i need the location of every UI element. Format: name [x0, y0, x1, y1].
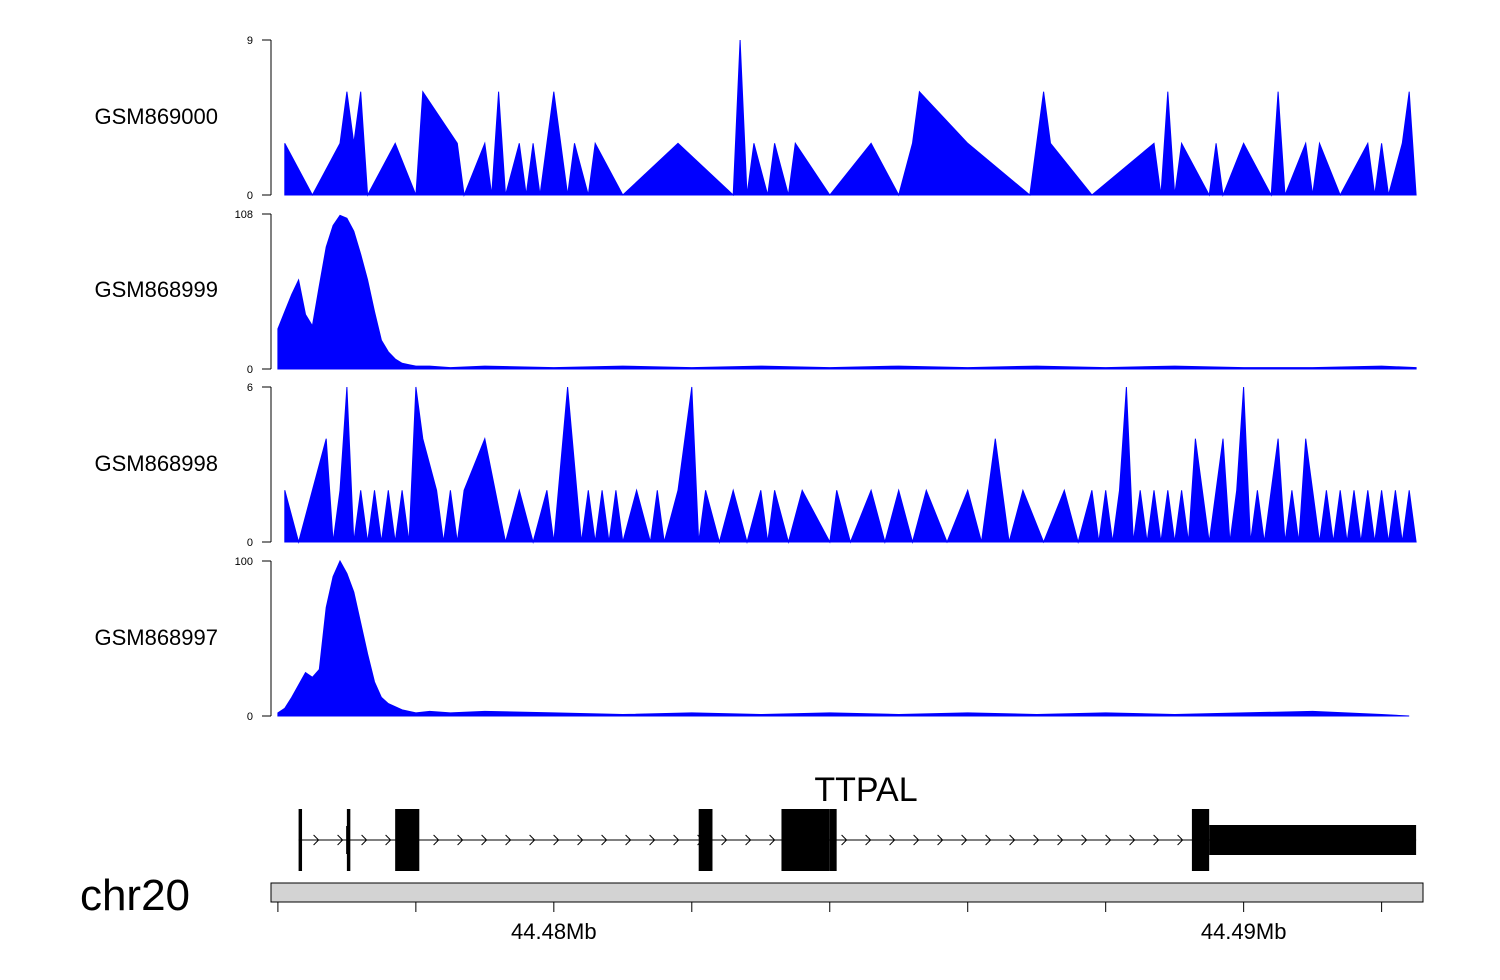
strand-arrow — [673, 834, 680, 846]
chromosome-axis: chr20 44.48Mb 44.49Mb — [80, 871, 1424, 944]
gene-exon — [829, 809, 837, 871]
strand-arrow — [505, 834, 512, 846]
strand-arrow — [553, 834, 560, 846]
strand-arrow — [529, 834, 536, 846]
y-tick-label-max: 9 — [247, 35, 253, 47]
gene-exon — [298, 809, 303, 871]
strand-arrow — [361, 834, 368, 846]
strand-arrow — [313, 834, 320, 846]
strand-arrow — [1033, 834, 1040, 846]
y-tick-label-min: 0 — [247, 711, 253, 723]
strand-arrow — [337, 834, 344, 846]
gene-model-track: TTPAL — [298, 771, 1417, 871]
strand-arrow — [1105, 834, 1112, 846]
strand-arrow — [1177, 834, 1184, 846]
strand-arrow — [601, 834, 608, 846]
y-tick-label-max: 6 — [247, 382, 253, 394]
gene-exon — [698, 809, 713, 871]
y-tick-label-max: 108 — [235, 209, 253, 221]
strand-arrow — [985, 834, 992, 846]
track-gsm869000: GSM869000 9 0 — [94, 35, 1417, 202]
gene-exon — [781, 809, 830, 871]
track-gsm868999: GSM868999 108 0 — [94, 209, 1417, 376]
gene-exon — [395, 809, 420, 871]
y-tick-label-min: 0 — [247, 364, 253, 376]
chromosome-bar — [270, 882, 1424, 903]
track-label-gsm868998: GSM868998 — [94, 451, 218, 476]
gene-exon — [346, 809, 351, 871]
strand-arrow — [841, 834, 848, 846]
gene-name-label: TTPAL — [814, 771, 917, 809]
strand-arrow — [577, 834, 584, 846]
strand-arrow — [1129, 834, 1136, 846]
signal-area-gsm868998 — [284, 386, 1417, 544]
track-label-gsm869000: GSM869000 — [94, 104, 218, 129]
strand-arrow — [625, 834, 632, 846]
strand-arrow — [481, 834, 488, 846]
y-tick-label-max: 100 — [235, 556, 253, 568]
signal-area-gsm868997 — [277, 559, 1410, 717]
strand-arrow — [1009, 834, 1016, 846]
chromosome-label: chr20 — [80, 871, 190, 920]
strand-arrow — [385, 834, 392, 846]
strand-arrow — [721, 834, 728, 846]
strand-arrow — [1153, 834, 1160, 846]
strand-arrow — [1081, 834, 1088, 846]
strand-arrow — [865, 834, 872, 846]
gene-exon — [1191, 809, 1210, 871]
strand-arrow — [889, 834, 896, 846]
strand-arrow — [913, 834, 920, 846]
track-label-gsm868999: GSM868999 — [94, 277, 218, 302]
strand-arrow — [1057, 834, 1064, 846]
track-gsm868998: GSM868998 6 0 — [94, 382, 1417, 549]
strand-arrow — [769, 834, 776, 846]
strand-arrow — [961, 834, 968, 846]
strand-arrow — [457, 834, 464, 846]
track-label-gsm868997: GSM868997 — [94, 625, 218, 650]
y-tick-label-min: 0 — [247, 537, 253, 549]
strand-arrow — [937, 834, 944, 846]
signal-area-gsm868999 — [277, 214, 1417, 370]
signal-area-gsm869000 — [284, 39, 1417, 197]
strand-arrow — [649, 834, 656, 846]
strand-arrow — [433, 834, 440, 846]
x-tick-label: 44.49Mb — [1201, 919, 1287, 944]
strand-arrow — [745, 834, 752, 846]
gene-utr-exon — [1209, 825, 1417, 855]
y-tick-label-min: 0 — [247, 190, 253, 202]
track-gsm868997: GSM868997 100 0 — [94, 556, 1410, 723]
x-tick-label: 44.48Mb — [511, 919, 597, 944]
